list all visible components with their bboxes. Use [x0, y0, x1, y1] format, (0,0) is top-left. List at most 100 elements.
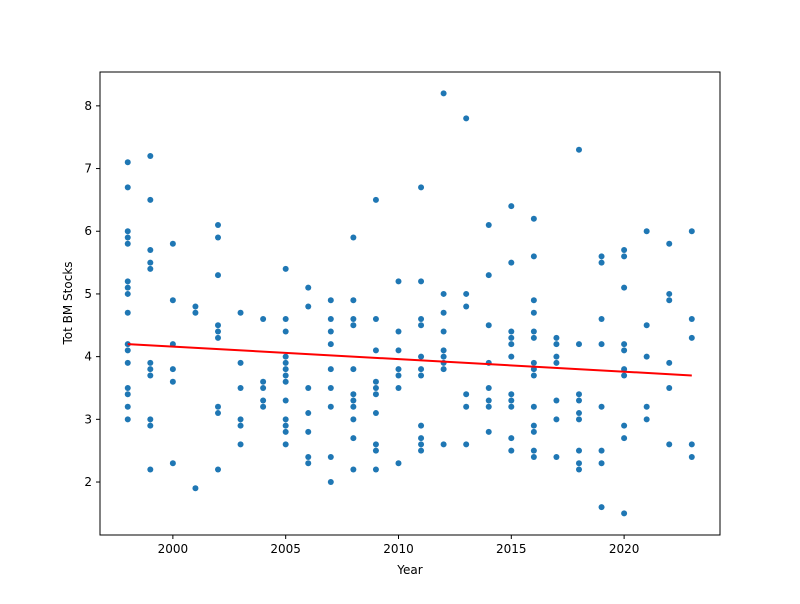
- point: [508, 391, 515, 398]
- point: [553, 453, 560, 460]
- point: [214, 334, 221, 341]
- point: [553, 359, 560, 366]
- point: [327, 403, 334, 410]
- point: [643, 322, 650, 329]
- point: [418, 372, 425, 379]
- point: [124, 159, 131, 166]
- point: [237, 309, 244, 316]
- point: [666, 359, 673, 366]
- point: [124, 240, 131, 247]
- point: [305, 384, 312, 391]
- point: [688, 228, 695, 235]
- point: [508, 328, 515, 335]
- point: [305, 284, 312, 291]
- point: [688, 441, 695, 448]
- point: [395, 278, 402, 285]
- point: [575, 416, 582, 423]
- point: [350, 366, 357, 373]
- point: [418, 422, 425, 429]
- point: [327, 297, 334, 304]
- point: [440, 309, 447, 316]
- point: [530, 253, 537, 260]
- point: [327, 316, 334, 323]
- point: [147, 466, 154, 473]
- y-tick-label: 6: [84, 224, 92, 238]
- point: [350, 322, 357, 329]
- x-axis-label: Year: [396, 563, 422, 577]
- point: [485, 221, 492, 228]
- point: [463, 441, 470, 448]
- point: [463, 303, 470, 310]
- point: [282, 359, 289, 366]
- point: [147, 265, 154, 272]
- point: [350, 391, 357, 398]
- point: [463, 115, 470, 122]
- point: [530, 297, 537, 304]
- point: [395, 328, 402, 335]
- point: [621, 284, 628, 291]
- y-tick-label: 3: [84, 412, 92, 426]
- point: [372, 466, 379, 473]
- x-tick-label: 2000: [158, 542, 189, 556]
- point: [666, 290, 673, 297]
- point: [214, 234, 221, 241]
- point: [260, 316, 267, 323]
- x-tick-label: 2020: [609, 542, 640, 556]
- point: [147, 153, 154, 160]
- point: [508, 397, 515, 404]
- point: [485, 397, 492, 404]
- point: [643, 403, 650, 410]
- point: [508, 334, 515, 341]
- point: [327, 366, 334, 373]
- point: [440, 366, 447, 373]
- point: [237, 422, 244, 429]
- point: [621, 435, 628, 442]
- point: [530, 422, 537, 429]
- point: [169, 240, 176, 247]
- point: [192, 309, 199, 316]
- point: [282, 328, 289, 335]
- point: [598, 316, 605, 323]
- point: [282, 441, 289, 448]
- point: [553, 353, 560, 360]
- point: [508, 435, 515, 442]
- point: [237, 416, 244, 423]
- point: [418, 447, 425, 454]
- point: [237, 359, 244, 366]
- point: [530, 453, 537, 460]
- point: [666, 240, 673, 247]
- point: [372, 441, 379, 448]
- point: [124, 284, 131, 291]
- point: [214, 410, 221, 417]
- point: [553, 397, 560, 404]
- point: [553, 334, 560, 341]
- point: [282, 422, 289, 429]
- point: [124, 384, 131, 391]
- y-tick-label: 4: [84, 350, 92, 364]
- point: [530, 215, 537, 222]
- point: [418, 353, 425, 360]
- point: [621, 510, 628, 517]
- point: [598, 259, 605, 266]
- point: [214, 466, 221, 473]
- point: [621, 253, 628, 260]
- point: [598, 460, 605, 467]
- point: [395, 460, 402, 467]
- point: [575, 146, 582, 153]
- point: [147, 416, 154, 423]
- point: [282, 372, 289, 379]
- point: [530, 328, 537, 335]
- point: [530, 334, 537, 341]
- point: [350, 416, 357, 423]
- point: [418, 278, 425, 285]
- point: [643, 416, 650, 423]
- point: [372, 384, 379, 391]
- point: [124, 391, 131, 398]
- point: [418, 316, 425, 323]
- point: [282, 397, 289, 404]
- y-tick-label: 5: [84, 287, 92, 301]
- point: [530, 309, 537, 316]
- point: [688, 316, 695, 323]
- point: [350, 297, 357, 304]
